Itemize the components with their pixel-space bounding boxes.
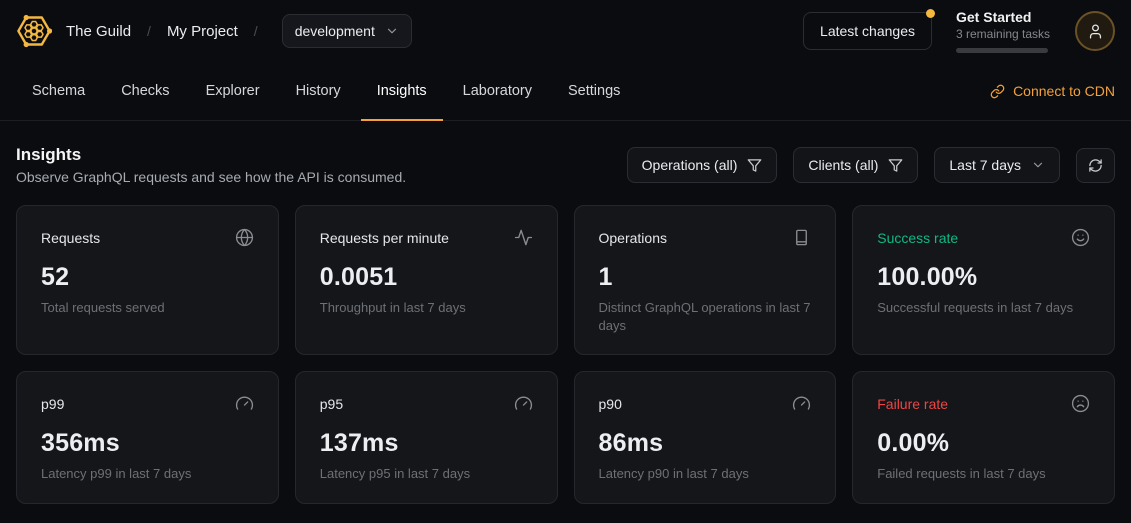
stats-grid: Requests 52 Total requests served Reques… <box>0 205 1131 504</box>
card-title: p95 <box>319 395 344 412</box>
card-value: 356ms <box>41 429 120 458</box>
user-avatar[interactable] <box>1075 11 1115 51</box>
page-title: Insights <box>16 145 82 164</box>
filter-icon <box>747 158 762 173</box>
card-value: 1 <box>598 263 613 291</box>
card-value: 100.00% <box>877 263 978 291</box>
card-value: 52 <box>41 263 70 291</box>
card-subtitle: Successful requests in last 7 days <box>877 300 1074 315</box>
breadcrumb-separator: / <box>253 23 258 39</box>
refresh-button[interactable] <box>1076 147 1115 183</box>
card-title: Failure rate <box>877 395 949 412</box>
get-started-subtitle: 3 remaining tasks <box>956 27 1051 41</box>
period-selector-button[interactable]: Last 7 days <box>934 147 1060 183</box>
page-subtitle: Observe GraphQL requests and see how the… <box>16 169 407 185</box>
card-value: 86ms <box>598 429 664 458</box>
activity-icon <box>514 228 533 247</box>
latest-changes-label: Latest changes <box>820 23 915 39</box>
get-started-title: Get Started <box>956 9 1032 25</box>
notification-dot <box>926 9 935 18</box>
gauge-icon <box>514 394 533 413</box>
card-value: 137ms <box>319 429 399 458</box>
stat-card-rpm: Requests per minute 0.0051 Throughput in… <box>294 205 558 356</box>
card-value: 0.0051 <box>319 263 398 291</box>
globe-icon <box>235 228 254 247</box>
period-selector-value: Last 7 days <box>949 157 1021 173</box>
tab-history[interactable]: History <box>295 82 341 99</box>
stat-card-p99: p99 356ms Latency p99 in last 7 days <box>16 371 279 504</box>
card-title: p90 <box>598 395 622 412</box>
card-title: p99 <box>41 395 65 412</box>
stat-card-p90: p90 86ms Latency p90 in last 7 days <box>573 371 837 504</box>
card-title: Requests <box>41 229 101 246</box>
card-value: 0.00% <box>877 429 950 458</box>
hive-logo-icon[interactable] <box>16 13 52 49</box>
gauge-icon <box>235 394 254 413</box>
tab-explorer[interactable]: Explorer <box>205 82 260 99</box>
card-title: Operations <box>598 229 667 246</box>
stat-card-p95: p95 137ms Latency p95 in last 7 days <box>294 371 558 504</box>
stat-card-success-rate: Success rate 100.00% Successful requests… <box>852 205 1115 356</box>
tab-checks[interactable]: Checks <box>121 82 170 99</box>
card-subtitle: Latency p99 in last 7 days <box>41 466 192 482</box>
card-subtitle: Distinct GraphQL operations in last 7 da… <box>598 300 811 333</box>
breadcrumb-org[interactable]: The Guild <box>66 22 132 40</box>
tab-settings[interactable]: Settings <box>568 82 621 99</box>
card-subtitle: Throughput in last 7 days <box>319 300 466 315</box>
filter-icon <box>888 158 903 173</box>
stat-card-requests: Requests 52 Total requests served <box>16 205 279 356</box>
frown-icon <box>1071 394 1090 413</box>
card-subtitle: Total requests served <box>41 300 165 315</box>
project-nav: Schema Checks Explorer History Insights … <box>0 62 1131 121</box>
card-subtitle: Latency p95 in last 7 days <box>319 466 471 482</box>
latest-changes-button[interactable]: Latest changes <box>803 9 935 50</box>
get-started-progressbar <box>956 48 1048 53</box>
tab-laboratory[interactable]: Laboratory <box>462 82 532 99</box>
book-icon <box>792 228 811 247</box>
chevron-down-icon <box>1031 158 1045 172</box>
stat-card-failure-rate: Failure rate 0.00% Failed requests in la… <box>852 371 1115 504</box>
breadcrumb-project[interactable]: My Project <box>166 22 238 40</box>
refresh-icon <box>1088 158 1103 173</box>
nav-tabs: Schema Checks Explorer History Insights … <box>16 62 636 121</box>
get-started-widget[interactable]: Get Started 3 remaining tasks <box>956 9 1051 53</box>
card-subtitle: Latency p90 in last 7 days <box>598 466 749 482</box>
gauge-icon <box>792 394 811 413</box>
card-title: Requests per minute <box>319 229 449 246</box>
smile-icon <box>1071 228 1090 247</box>
tab-insights[interactable]: Insights <box>360 62 443 121</box>
tab-schema[interactable]: Schema <box>32 82 86 99</box>
card-subtitle: Failed requests in last 7 days <box>877 466 1046 482</box>
operations-filter-button[interactable]: Operations (all) <box>626 147 778 183</box>
target-selector-dropdown[interactable]: development <box>281 14 412 48</box>
link-icon <box>990 84 1005 99</box>
clients-filter-button[interactable]: Clients (all) <box>793 147 919 183</box>
stat-card-operations: Operations 1 Distinct GraphQL operations… <box>573 205 837 356</box>
breadcrumb-separator: / <box>147 23 151 39</box>
insights-section-header: Insights Observe GraphQL requests and se… <box>0 121 1131 205</box>
connect-to-cdn-link[interactable]: Connect to CDN <box>990 62 1115 120</box>
cdn-link-label: Connect to CDN <box>1013 83 1115 99</box>
top-header: The Guild / My Project / development Lat… <box>0 0 1131 62</box>
target-selector-value: development <box>294 23 375 39</box>
card-title: Success rate <box>877 229 959 246</box>
clients-filter-label: Clients (all) <box>808 157 879 173</box>
chevron-down-icon <box>385 24 399 38</box>
operations-filter-label: Operations (all) <box>641 157 738 173</box>
user-icon <box>1087 23 1104 40</box>
